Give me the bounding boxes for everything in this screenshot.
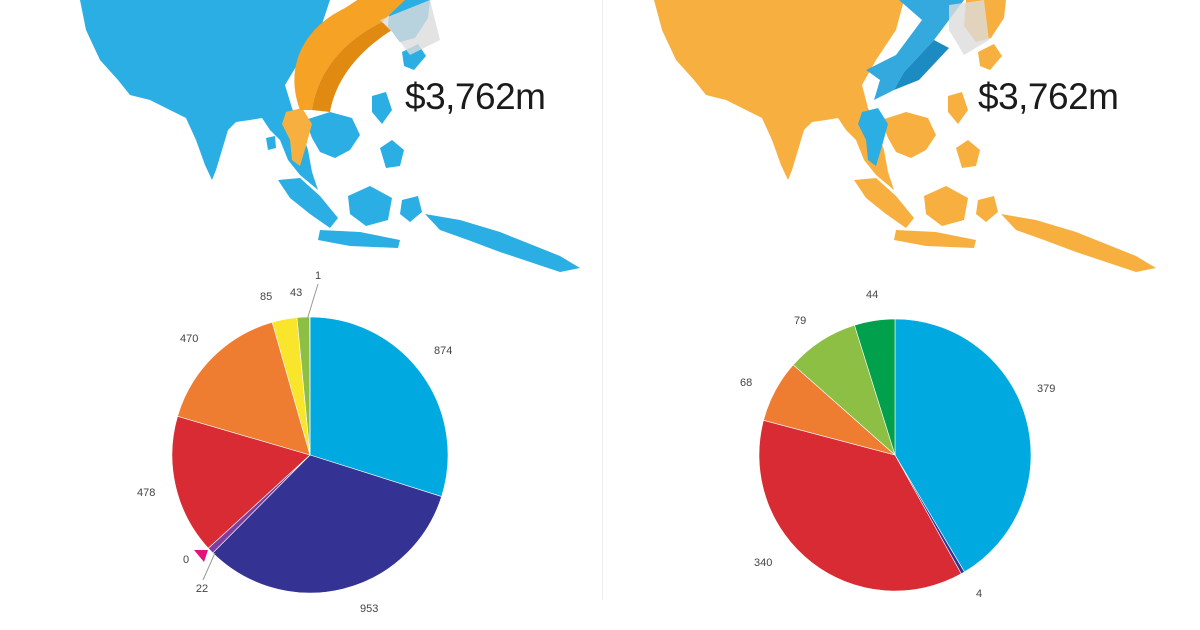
left-asia-map (80, 0, 580, 272)
left-pie-slice-478 (171, 415, 311, 549)
left-panel: $3,762m 874 953 22 0 478 470 85 43 1 (80, 0, 580, 615)
left-data-label-874: 874 (434, 345, 452, 357)
right-pie-slice-44 (854, 318, 896, 456)
right-pie-slice-340 (758, 419, 962, 592)
left-highlight-thailand (282, 108, 312, 166)
right-data-label-4: 4 (976, 588, 982, 600)
left-data-label-953: 953 (360, 603, 378, 615)
left-data-label-22: 22 (196, 583, 208, 595)
left-pie-chart: 874 953 22 0 478 470 85 43 1 (137, 270, 452, 615)
right-total-value: $3,762m (978, 76, 1119, 117)
left-leader-line-22 (202, 552, 216, 581)
right-pie-slice-379 (894, 318, 1032, 573)
left-total-value: $3,762m (405, 76, 546, 117)
left-pie-slice-953 (212, 454, 442, 594)
right-asia-map (654, 0, 1156, 272)
right-data-label-379: 379 (1037, 383, 1055, 395)
right-data-label-68: 68 (740, 377, 752, 389)
right-map-graphic (654, 0, 1156, 272)
left-data-label-85: 85 (260, 291, 272, 303)
left-data-label-0: 0 (183, 554, 189, 566)
right-data-label-79: 79 (794, 315, 806, 327)
left-arrow (294, 0, 440, 112)
left-data-label-1: 1 (315, 270, 321, 282)
left-data-label-478: 478 (137, 487, 155, 499)
left-data-label-43: 43 (290, 287, 302, 299)
right-data-label-340: 340 (754, 557, 772, 569)
left-pie-slice-470 (177, 321, 311, 456)
left-pie-slice-874 (309, 316, 449, 497)
right-data-label-44: 44 (866, 289, 878, 301)
right-panel: $3,762m 379 4 340 68 79 44 (604, 0, 1200, 630)
right-arrow (866, 0, 989, 100)
right-pie-chart: 379 4 340 68 79 44 (740, 289, 1055, 600)
left-marker-0 (194, 550, 208, 562)
right-highlight-thailand (858, 108, 888, 166)
left-leader-line-1 (306, 283, 319, 321)
left-map-graphic (80, 0, 580, 272)
left-data-label-470: 470 (180, 333, 198, 345)
panel-divider (602, 0, 603, 600)
